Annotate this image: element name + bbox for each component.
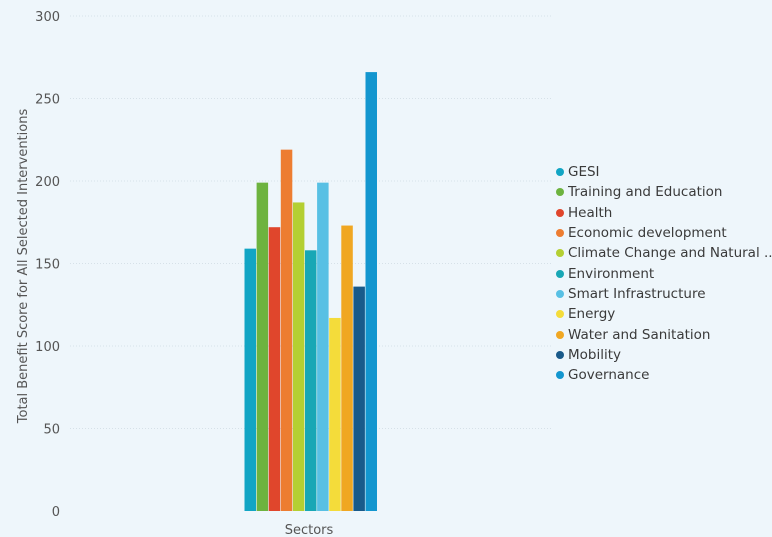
legend-label: Energy (568, 306, 616, 323)
legend-swatch (556, 168, 564, 177)
legend-swatch (556, 310, 564, 319)
bars (244, 72, 378, 512)
legend-item[interactable]: Climate Change and Natural ... (553, 243, 772, 263)
legend-item[interactable]: Environment (553, 263, 772, 283)
bar-mobility[interactable] (353, 286, 365, 511)
bar-climate-change-and-natural[interactable] (292, 202, 305, 511)
legend-label: Training and Education (568, 184, 723, 201)
legend-label: Governance (568, 367, 650, 384)
legend-label: Smart Infrastructure (568, 285, 706, 302)
bar-energy[interactable] (329, 317, 341, 511)
legend-swatch (556, 330, 564, 339)
legend-item[interactable]: Training and Education (553, 182, 772, 202)
legend-swatch (556, 371, 564, 380)
y-axis-label: Total Benefit Score for All Selected Int… (16, 109, 31, 425)
y-axis-ticks: 0 50 100 150 200 250 300 (35, 10, 60, 520)
legend-swatch (556, 249, 564, 258)
legend-item[interactable]: Water and Sanitation (553, 324, 772, 344)
legend-label: Climate Change and Natural ... (568, 245, 772, 262)
x-axis-label: Sectors (285, 523, 334, 537)
bar-training-and-education[interactable] (256, 182, 269, 511)
legend-swatch (556, 208, 564, 217)
y-tick-label: 0 (52, 505, 60, 520)
y-tick-label: 200 (35, 175, 60, 190)
legend-swatch (556, 269, 564, 278)
bar-environment[interactable] (305, 250, 317, 512)
legend-item[interactable]: Smart Infrastructure (553, 284, 772, 304)
y-tick-label: 150 (35, 258, 60, 273)
bar-health[interactable] (268, 227, 281, 511)
bar-governance[interactable] (365, 72, 378, 511)
legend-swatch (556, 229, 564, 238)
bar-gesi[interactable] (244, 248, 257, 511)
legend-item[interactable]: GESI (553, 162, 772, 182)
legend-swatch (556, 188, 564, 197)
legend-item[interactable]: Governance (553, 365, 772, 385)
legend-item[interactable]: Energy (553, 304, 772, 324)
legend-label: Environment (568, 265, 655, 282)
chart-legend: GESI Training and Education Health Economic… (553, 162, 772, 385)
legend-label: Health (568, 204, 613, 221)
legend-item[interactable]: Health (553, 203, 772, 223)
y-tick-label: 250 (35, 93, 60, 108)
y-tick-label: 100 (35, 340, 60, 355)
bar-economic-development[interactable] (280, 149, 293, 511)
legend-swatch (556, 289, 564, 298)
y-tick-label: 50 (43, 423, 60, 438)
legend-item[interactable]: Mobility (553, 345, 772, 365)
legend-label: Economic development (568, 225, 727, 242)
bar-smart-infrastructure[interactable] (317, 182, 329, 511)
y-tick-label: 300 (35, 10, 60, 25)
legend-label: Mobility (568, 346, 622, 363)
bar-water-and-sanitation[interactable] (341, 225, 353, 512)
legend-label: GESI (568, 164, 600, 181)
legend-label: Water and Sanitation (568, 326, 711, 343)
legend-swatch (556, 350, 564, 359)
legend-item[interactable]: Economic development (553, 223, 772, 243)
